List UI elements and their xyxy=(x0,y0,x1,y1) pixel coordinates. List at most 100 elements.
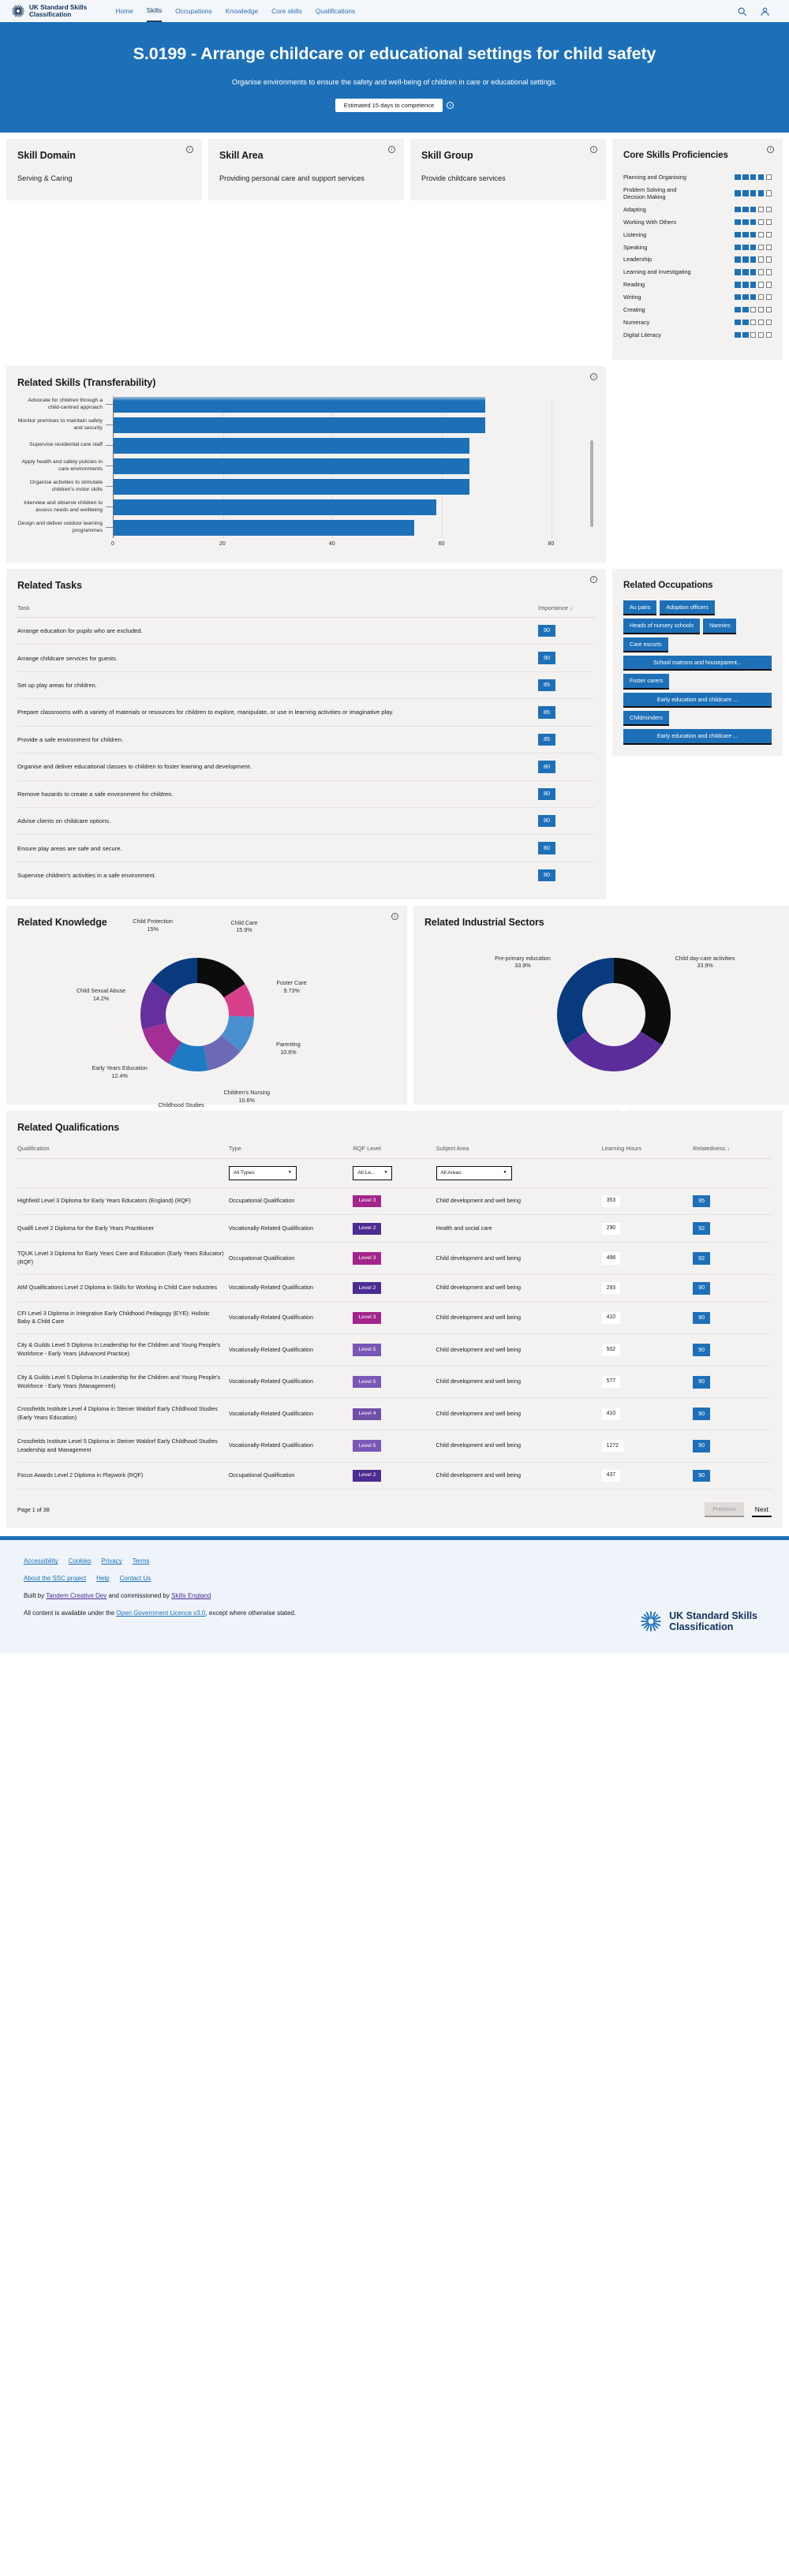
footer-link-cookies[interactable]: Cookies xyxy=(68,1557,92,1565)
donut-slice[interactable] xyxy=(614,957,671,1045)
info-icon[interactable]: i xyxy=(447,102,454,110)
user-account-icon[interactable] xyxy=(760,6,770,17)
occupation-chip[interactable]: Foster carers xyxy=(623,674,670,690)
bar-fill[interactable] xyxy=(114,458,469,474)
occupation-chip[interactable]: Adoption officers xyxy=(660,600,715,616)
table-row[interactable]: Remove hazards to create a safe environm… xyxy=(17,780,595,808)
table-row[interactable]: Provide a safe environment for children.… xyxy=(17,726,595,754)
table-row[interactable]: AIM Qualifications Level 2 Diploma in Sk… xyxy=(17,1274,772,1303)
table-row[interactable]: Arrange childcare services for guests. 90 xyxy=(17,644,595,672)
info-icon[interactable]: i xyxy=(590,146,597,154)
donut-slice[interactable] xyxy=(142,1022,181,1064)
core-skill-label: Reading xyxy=(623,281,645,289)
area-filter-select[interactable]: All Areas ▼ xyxy=(436,1165,512,1180)
proficiency-pips xyxy=(735,306,772,313)
nav-item-core-skills[interactable]: Core skills xyxy=(271,6,302,15)
open-government-licence-link[interactable]: Open Government Licence v3.0 xyxy=(116,1610,206,1617)
nav-item-qualifications[interactable]: Qualifications xyxy=(315,6,356,15)
donut-slice[interactable] xyxy=(151,957,197,996)
occupation-chip[interactable]: Heads of nursery schools xyxy=(623,619,701,634)
chart-scrollbar[interactable] xyxy=(590,439,593,527)
bar-fill[interactable] xyxy=(114,437,469,454)
bar-fill[interactable] xyxy=(114,478,469,495)
donut-slice[interactable] xyxy=(168,1041,209,1071)
table-row[interactable]: Highfield Level 3 Diploma for Early Year… xyxy=(17,1187,772,1216)
donut-slice[interactable] xyxy=(140,981,172,1030)
donut-slice[interactable] xyxy=(223,983,254,1017)
bar-track xyxy=(113,476,595,497)
footer-link-privacy[interactable]: Privacy xyxy=(101,1557,122,1565)
level-filter-select[interactable]: All Le... ▼ xyxy=(353,1165,393,1180)
table-row[interactable]: City & Guilds Level 5 Diploma In Leaders… xyxy=(17,1333,772,1367)
core-skill-label: Listening xyxy=(623,230,647,238)
donut-slice[interactable] xyxy=(221,1015,254,1052)
donut-slice[interactable] xyxy=(197,957,245,997)
qualification-level-cell: Level 2 xyxy=(353,1214,436,1243)
nav-item-home[interactable]: Home xyxy=(115,6,133,15)
proficiency-pip xyxy=(765,244,772,250)
info-icon[interactable]: i xyxy=(590,575,597,583)
brand-logo[interactable]: UK Standard Skills Classification xyxy=(11,4,87,18)
column-header-relatedness[interactable]: Relatedness ↓ xyxy=(693,1144,772,1159)
info-icon[interactable]: i xyxy=(391,913,398,921)
bar-chart-row: Monitor premises to maintain safety and … xyxy=(17,414,595,436)
table-row[interactable]: City & Guilds Level 5 Diploma In Leaders… xyxy=(17,1366,772,1399)
table-row[interactable]: Supervise children's activities in a saf… xyxy=(17,862,595,888)
skills-england-link[interactable]: Skills England xyxy=(171,1592,211,1600)
footer-link-contact-us[interactable]: Contact Us xyxy=(119,1575,151,1583)
table-row[interactable]: TQUK Level 3 Diploma for Early Years Car… xyxy=(17,1242,772,1275)
footer-link-help[interactable]: Help xyxy=(96,1575,110,1583)
table-row[interactable]: Arrange education for pupils who are exc… xyxy=(17,617,595,645)
relatedness-badge: 90 xyxy=(693,1344,711,1356)
occupation-chip[interactable]: Care escorts xyxy=(623,637,668,652)
occupation-chip[interactable]: Au pairs xyxy=(623,600,657,616)
table-row[interactable]: Crossfields Institute Level 4 Diploma in… xyxy=(17,1397,772,1431)
table-row[interactable]: Prepare classrooms with a variety of mat… xyxy=(17,698,595,727)
info-icon[interactable]: i xyxy=(590,373,597,381)
bar-leader-line xyxy=(106,404,113,406)
occupation-chip[interactable]: Early education and childcare ... xyxy=(623,692,772,708)
footer-link-about-the-ssc-project[interactable]: About the SSC project xyxy=(24,1575,87,1583)
relatedness-badge: 90 xyxy=(693,1375,711,1389)
next-page-button[interactable]: Next xyxy=(751,1503,772,1517)
footer-link-accessibility[interactable]: Accessibility xyxy=(24,1557,58,1565)
related-tasks-table: Task Importance ↓ Arrange education for … xyxy=(17,591,595,888)
table-row[interactable]: Qualifi Level 2 Diploma for the Early Ye… xyxy=(17,1214,772,1243)
bar-fill[interactable] xyxy=(114,396,486,413)
table-row[interactable]: Organise and deliver educational classes… xyxy=(17,753,595,781)
search-icon[interactable] xyxy=(737,6,747,17)
occupation-chip[interactable]: Childminders xyxy=(623,710,669,727)
table-row[interactable]: Advise clients on childcare options. 80 xyxy=(17,807,595,836)
donut-slice-label: Child day-care activities 33.9% xyxy=(675,954,735,970)
core-skill-row: Leadership xyxy=(623,253,772,266)
occupation-chip[interactable]: Nannies xyxy=(703,619,737,634)
bar-fill[interactable] xyxy=(114,519,415,536)
table-row[interactable]: Set up play areas for children. 85 xyxy=(17,671,595,700)
donut-slice[interactable] xyxy=(566,1030,662,1071)
nav-item-skills[interactable]: Skills xyxy=(146,1,163,22)
bar-fill[interactable] xyxy=(114,417,486,433)
occupation-chip[interactable]: School matrons and houseparent... xyxy=(623,655,772,671)
donut-slice[interactable] xyxy=(557,957,614,1045)
nav-item-knowledge[interactable]: Knowledge xyxy=(225,6,259,15)
nav-item-occupations[interactable]: Occupations xyxy=(175,6,212,15)
task-description: Supervise children's activities in a saf… xyxy=(17,872,156,880)
table-row[interactable]: Ensure play areas are safe and secure. 80 xyxy=(17,834,595,862)
info-icon[interactable]: i xyxy=(767,146,774,154)
table-row[interactable]: Crossfields Institute Level 5 Diploma in… xyxy=(17,1430,772,1463)
tandem-creative-dev-link[interactable]: Tandem Creative Dev xyxy=(46,1592,107,1600)
table-row[interactable]: CFI Level 3 Diploma in Integrative Early… xyxy=(17,1302,772,1335)
task-description: Prepare classrooms with a variety of mat… xyxy=(17,698,538,727)
bar-fill[interactable] xyxy=(114,499,436,515)
type-filter-select[interactable]: All Types ▼ xyxy=(228,1165,297,1180)
info-icon[interactable]: i xyxy=(388,146,395,154)
core-skill-row: Speaking xyxy=(623,241,772,253)
skill-domain-card: i Skill Domain Serving & Caring xyxy=(6,139,202,201)
occupation-chip[interactable]: Early education and childcare ... xyxy=(623,729,772,745)
column-header-importance[interactable]: Importance ↓ xyxy=(538,591,595,618)
footer-link-terms[interactable]: Terms xyxy=(132,1557,150,1565)
previous-page-button[interactable]: Previous xyxy=(705,1502,744,1518)
donut-slice[interactable] xyxy=(203,1034,241,1071)
info-icon[interactable]: i xyxy=(186,146,193,154)
table-row[interactable]: Focus Awards Level 2 Diploma in Playwork… xyxy=(17,1462,772,1490)
